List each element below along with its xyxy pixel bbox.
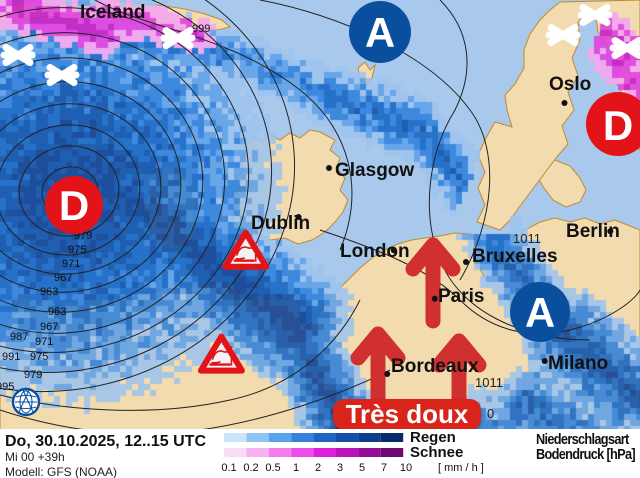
svg-text:967: 967 (54, 272, 72, 284)
svg-text:0: 0 (487, 406, 494, 421)
svg-text:987: 987 (10, 331, 28, 343)
svg-text:Milano: Milano (548, 353, 608, 374)
svg-text:A: A (525, 289, 555, 336)
svg-text:D: D (603, 102, 633, 149)
svg-text:1011: 1011 (475, 375, 503, 390)
svg-text:0.2: 0.2 (243, 462, 258, 474)
svg-text:979: 979 (24, 369, 42, 381)
svg-text:[ mm / h ]: [ mm / h ] (438, 462, 484, 474)
svg-text:999: 999 (192, 23, 210, 35)
svg-text:971: 971 (35, 336, 53, 348)
svg-text:5: 5 (359, 462, 365, 474)
svg-text:A: A (365, 9, 395, 56)
svg-text:991: 991 (2, 351, 20, 363)
svg-text:Paris: Paris (438, 286, 484, 307)
svg-text:Oslo: Oslo (549, 74, 591, 95)
svg-text:1011: 1011 (513, 231, 541, 246)
svg-text:975: 975 (30, 351, 48, 363)
svg-text:971: 971 (62, 258, 80, 270)
svg-text:7: 7 (381, 462, 387, 474)
svg-text:Berlin: Berlin (566, 221, 620, 242)
svg-text:Iceland: Iceland (80, 2, 145, 23)
svg-text:0.5: 0.5 (265, 462, 280, 474)
svg-text:Schnee: Schnee (410, 444, 463, 461)
svg-text:Bruxelles: Bruxelles (472, 246, 558, 267)
svg-text:963: 963 (48, 306, 66, 318)
svg-text:0.1: 0.1 (221, 462, 236, 474)
svg-text:Dublin: Dublin (251, 213, 310, 234)
svg-text:2: 2 (315, 462, 321, 474)
svg-text:967: 967 (40, 321, 58, 333)
svg-text:D: D (59, 182, 89, 229)
svg-text:London: London (340, 241, 410, 262)
svg-text:963: 963 (40, 286, 58, 298)
svg-text:975: 975 (68, 244, 86, 256)
svg-text:Bordeaux: Bordeaux (391, 356, 479, 377)
svg-text:10: 10 (400, 462, 412, 474)
svg-text:995: 995 (0, 381, 14, 393)
svg-text:3: 3 (337, 462, 343, 474)
svg-text:Glasgow: Glasgow (335, 160, 414, 181)
svg-text:1: 1 (293, 462, 299, 474)
